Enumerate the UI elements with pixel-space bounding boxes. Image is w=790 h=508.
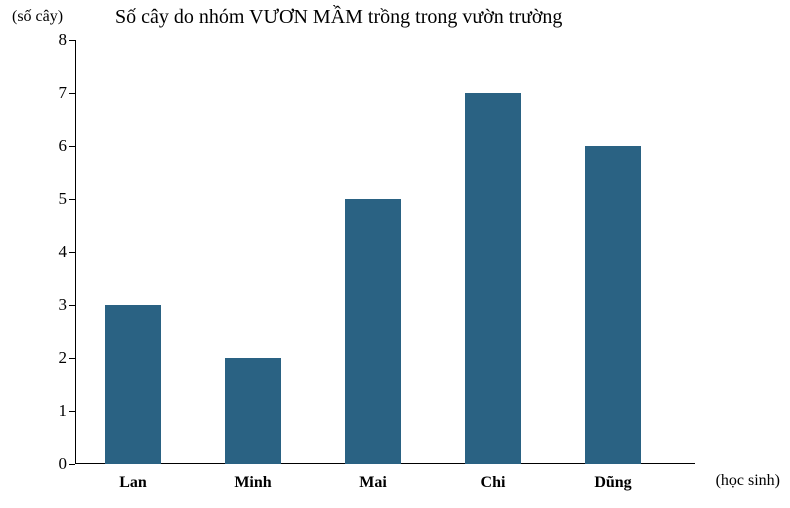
y-tick-label: 1 (45, 401, 67, 421)
x-tick-label: Dũng (594, 474, 631, 492)
bar-lan (105, 305, 161, 464)
x-tick-label: Lan (119, 474, 147, 492)
bar-mai (345, 199, 401, 464)
y-tick (69, 146, 75, 147)
x-tick-label: Chi (481, 474, 506, 492)
y-tick-label: 4 (45, 242, 67, 262)
y-tick-label: 8 (45, 30, 67, 50)
x-tick-label: Minh (234, 474, 271, 492)
chart-container: (số cây) Số cây do nhóm VƯƠN MẦM trồng t… (0, 0, 790, 508)
bar-dũng (585, 146, 641, 464)
y-tick (69, 411, 75, 412)
y-tick-label: 0 (45, 454, 67, 474)
y-axis-line (75, 40, 76, 464)
y-tick (69, 305, 75, 306)
plot-area: 012345678 LanMinhMaiChiDũng (75, 40, 695, 464)
y-tick-label: 7 (45, 83, 67, 103)
x-tick-label: Mai (359, 474, 387, 492)
y-tick (69, 40, 75, 41)
y-tick (69, 93, 75, 94)
y-tick-label: 6 (45, 136, 67, 156)
y-tick-label: 5 (45, 189, 67, 209)
y-tick (69, 464, 75, 465)
bar-chi (465, 93, 521, 464)
chart-title: Số cây do nhóm VƯƠN MẦM trồng trong vườn… (115, 6, 562, 29)
y-axis-label: (số cây) (12, 8, 63, 26)
y-tick (69, 199, 75, 200)
y-tick (69, 252, 75, 253)
y-tick-label: 2 (45, 348, 67, 368)
bar-minh (225, 358, 281, 464)
y-tick-label: 3 (45, 295, 67, 315)
y-tick (69, 358, 75, 359)
x-axis-label: (học sinh) (716, 472, 780, 490)
